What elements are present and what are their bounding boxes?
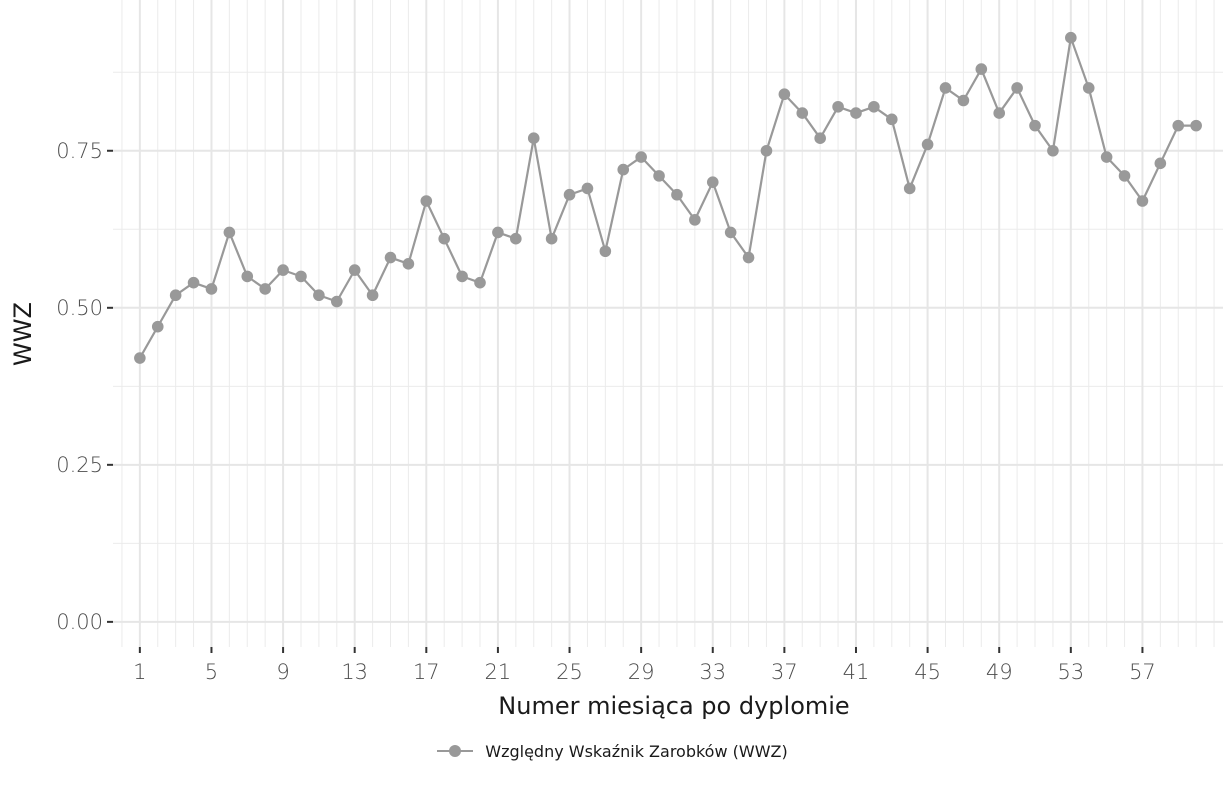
x-tick-label: 41 xyxy=(843,660,870,684)
data-point xyxy=(689,214,701,226)
x-tick-label: 33 xyxy=(699,660,726,684)
data-point xyxy=(1011,82,1023,94)
x-tick-label: 21 xyxy=(485,660,512,684)
data-point xyxy=(1065,31,1077,44)
x-tick-label: 13 xyxy=(341,660,368,684)
x-tick-label: 45 xyxy=(914,660,941,684)
data-point xyxy=(187,276,200,289)
data-point xyxy=(850,107,862,119)
data-point xyxy=(1082,82,1095,94)
x-tick-label: 9 xyxy=(276,660,289,684)
data-point xyxy=(510,232,522,245)
x-axis: 1 5 9 13 17 21 25 29 33 37 41 45 49 53 57 xyxy=(133,647,1156,684)
major-gridlines-x xyxy=(138,0,1144,647)
data-point xyxy=(832,100,844,113)
data-point xyxy=(295,270,307,283)
data-point xyxy=(617,163,630,176)
data-point xyxy=(796,107,809,119)
data-point xyxy=(939,82,952,94)
data-point xyxy=(724,226,737,239)
data-point xyxy=(474,276,486,289)
data-point xyxy=(1100,151,1113,163)
data-point xyxy=(1118,170,1131,182)
series-line xyxy=(138,36,1197,359)
legend-label: Względny Wskaźnik Zarobków (WWZ) xyxy=(485,741,788,761)
data-point xyxy=(205,283,218,295)
major-gridlines-y xyxy=(113,149,1223,623)
data-point xyxy=(277,264,289,276)
data-point xyxy=(1172,119,1185,132)
data-point xyxy=(1154,157,1167,170)
data-point xyxy=(527,132,540,144)
data-point xyxy=(885,113,898,126)
x-tick-label: 53 xyxy=(1057,660,1084,684)
data-point xyxy=(903,182,916,195)
data-point xyxy=(635,151,647,163)
minor-gridlines-x xyxy=(121,0,1215,647)
data-point xyxy=(563,188,576,201)
data-point xyxy=(420,195,433,207)
x-axis-title: Numer miesiąca po dyplomie xyxy=(498,692,849,720)
series-layer xyxy=(134,31,1202,364)
data-point xyxy=(1190,119,1202,132)
data-point xyxy=(151,320,164,333)
y-axis: 0.00 0.25 0.50 0.75 xyxy=(56,139,113,634)
y-tick-label: 0.25 xyxy=(56,453,103,477)
data-point xyxy=(760,144,773,157)
x-tick-label: 37 xyxy=(771,660,798,684)
data-point xyxy=(330,295,343,308)
data-point xyxy=(1029,119,1041,132)
data-point xyxy=(957,94,970,107)
data-point xyxy=(545,232,558,245)
data-point xyxy=(921,138,934,151)
data-point xyxy=(241,270,254,283)
minor-gridlines-y xyxy=(113,71,1223,544)
data-point xyxy=(456,270,468,283)
data-point xyxy=(1136,195,1149,207)
data-point xyxy=(348,264,361,276)
data-point xyxy=(313,289,325,302)
x-tick-label: 57 xyxy=(1129,660,1156,684)
data-point xyxy=(742,251,755,264)
data-point xyxy=(223,226,236,239)
y-tick-label: 0.50 xyxy=(56,296,103,320)
legend-key-line-point xyxy=(435,741,475,761)
data-point xyxy=(1047,144,1059,157)
data-point xyxy=(975,63,988,75)
data-point xyxy=(814,132,826,144)
data-point xyxy=(599,245,612,258)
data-point xyxy=(169,289,182,302)
data-point xyxy=(671,188,683,201)
y-tick-label: 0.75 xyxy=(56,139,103,163)
data-point xyxy=(778,88,791,101)
data-point xyxy=(581,182,594,195)
data-point xyxy=(259,283,271,295)
data-point xyxy=(993,107,1006,119)
data-point xyxy=(134,352,146,364)
y-axis-title: WWZ xyxy=(9,302,37,366)
x-tick-label: 49 xyxy=(986,660,1013,684)
data-point xyxy=(492,226,504,239)
x-tick-label: 25 xyxy=(556,660,583,684)
legend: Względny Wskaźnik Zarobków (WWZ) xyxy=(0,738,1223,764)
data-point xyxy=(868,100,880,113)
data-point xyxy=(653,170,665,182)
x-tick-label: 17 xyxy=(413,660,440,684)
data-point xyxy=(706,176,719,188)
x-tick-label: 1 xyxy=(133,660,146,684)
data-point xyxy=(384,251,397,264)
data-point xyxy=(366,289,379,302)
y-tick-label: 0.00 xyxy=(56,610,103,634)
data-point xyxy=(402,258,415,270)
data-point xyxy=(438,232,451,245)
x-tick-label: 29 xyxy=(628,660,655,684)
x-tick-label: 5 xyxy=(205,660,218,684)
